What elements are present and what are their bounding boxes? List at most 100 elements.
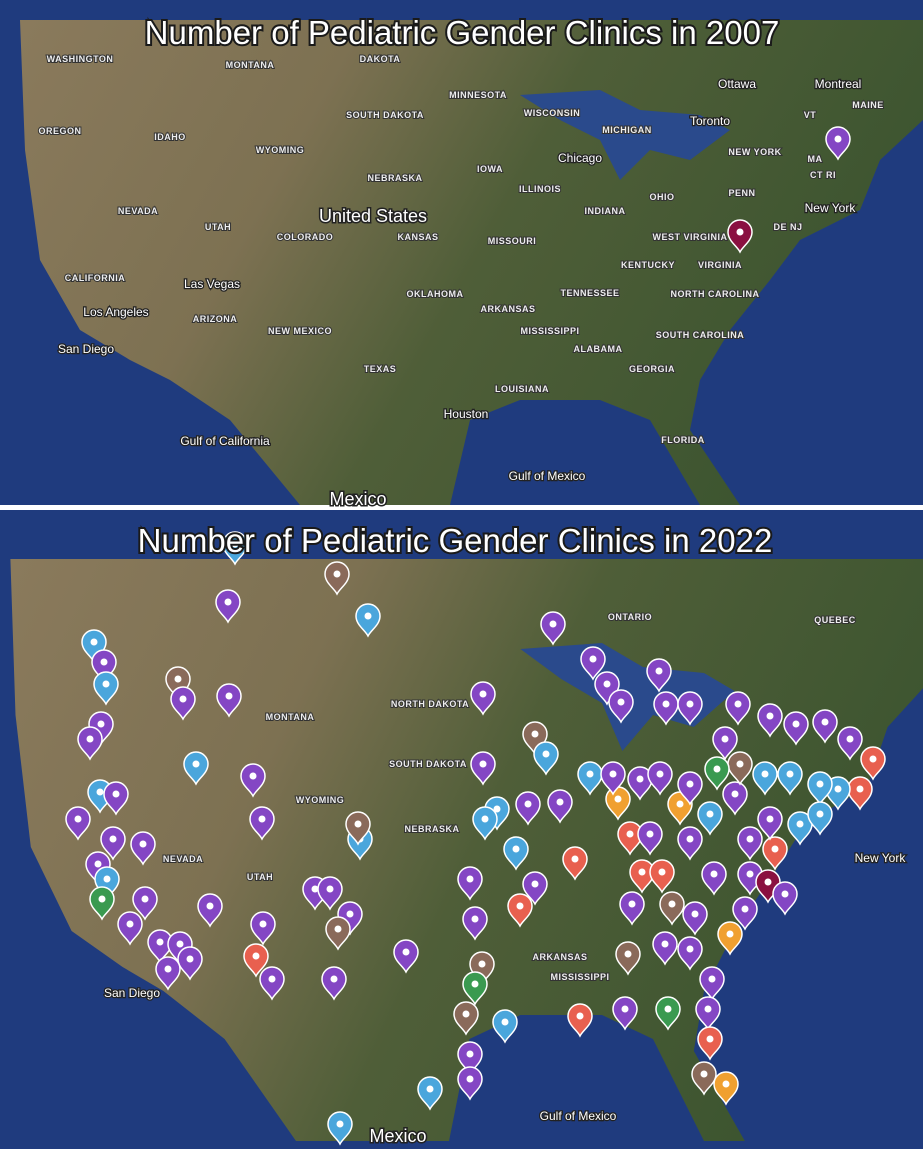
pin-body — [93, 671, 119, 706]
pin — [732, 896, 758, 931]
pin-body — [472, 806, 498, 841]
pin — [807, 801, 833, 836]
pin-dot — [706, 1035, 714, 1043]
pin — [647, 761, 673, 796]
pin-dot — [746, 835, 754, 843]
pin-dot — [786, 770, 794, 778]
pin-dot — [225, 692, 233, 700]
pin — [417, 1076, 443, 1111]
pin-dot — [74, 815, 82, 823]
pin-dot — [658, 868, 666, 876]
pin-dot — [109, 835, 117, 843]
pin — [812, 709, 838, 744]
pin — [652, 931, 678, 966]
pin-body — [701, 861, 727, 896]
pin — [677, 691, 703, 726]
pin-body — [462, 971, 488, 1006]
pin-dot — [86, 735, 94, 743]
place-label: VIRGINIA — [698, 260, 742, 270]
pin — [240, 763, 266, 798]
pin-dot — [586, 770, 594, 778]
pin — [170, 686, 196, 721]
place-label: ARKANSAS — [532, 952, 587, 962]
place-label: NEVADA — [163, 854, 203, 864]
pin-dot — [402, 948, 410, 956]
pin-dot — [364, 612, 372, 620]
pin — [355, 603, 381, 638]
pin-dot — [311, 885, 319, 893]
pin-dot — [354, 820, 362, 828]
pin-body — [249, 806, 275, 841]
place-label: United States — [319, 206, 427, 226]
pin-dot — [706, 810, 714, 818]
pin — [737, 826, 763, 861]
pin — [580, 646, 606, 681]
pin — [659, 891, 685, 926]
labels: WASHINGTON MONTANA DAKOTA MINNESOTA Ottawa Mo… — [37, 53, 907, 1148]
pin-dot — [856, 785, 864, 793]
pin — [547, 789, 573, 824]
pin-dot — [98, 895, 106, 903]
pin-body — [89, 886, 115, 921]
pin-dot — [691, 910, 699, 918]
pin-body — [321, 966, 347, 1001]
pin — [627, 766, 653, 801]
pin — [462, 906, 488, 941]
pin-body — [250, 911, 276, 946]
pin-dot — [816, 810, 824, 818]
place-label: WYOMING — [296, 795, 345, 805]
pin-body — [725, 691, 751, 726]
pin — [222, 531, 248, 566]
pin — [345, 811, 371, 846]
pin-body — [713, 1071, 739, 1106]
pins — [65, 126, 886, 1146]
pin-dot — [186, 955, 194, 963]
pin — [727, 751, 753, 786]
pin-body — [727, 751, 753, 786]
pin — [327, 1111, 353, 1146]
pin — [722, 781, 748, 816]
pin-dot — [636, 775, 644, 783]
place-label: NEW YORK — [728, 147, 781, 157]
pin-body — [712, 726, 738, 761]
pin-dot — [731, 790, 739, 798]
pin-dot — [796, 820, 804, 828]
place-label: UTAH — [247, 872, 273, 882]
pin-body — [647, 761, 673, 796]
pin-dot — [655, 667, 663, 675]
pin-dot — [103, 875, 111, 883]
pin-dot — [524, 800, 532, 808]
pin-body — [653, 691, 679, 726]
pin-body — [580, 646, 606, 681]
pin-body — [722, 781, 748, 816]
pin-dot — [176, 940, 184, 948]
place-label: Houston — [444, 407, 489, 421]
pin — [317, 876, 343, 911]
pin-dot — [231, 540, 239, 548]
pin-body — [503, 836, 529, 871]
pin — [243, 943, 269, 978]
pin-dot — [816, 780, 824, 788]
pin — [522, 871, 548, 906]
place-label: LOUISIANA — [495, 384, 549, 394]
place-label: NEBRASKA — [404, 824, 459, 834]
place-label: New York — [855, 851, 907, 865]
pin-dot — [192, 760, 200, 768]
pin — [100, 826, 126, 861]
pin — [725, 691, 751, 726]
pin — [470, 751, 496, 786]
pin-body — [612, 996, 638, 1031]
place-label: Los Angeles — [83, 305, 148, 319]
place-label: VT — [804, 110, 817, 120]
pin — [646, 658, 672, 693]
pin-dot — [771, 845, 779, 853]
pin-dot — [100, 658, 108, 666]
pin-dot — [268, 975, 276, 983]
place-label: San Diego — [104, 986, 160, 1000]
pin — [393, 939, 419, 974]
place-label: OHIO — [649, 192, 674, 202]
pin — [727, 219, 753, 254]
pin-body — [567, 1003, 593, 1038]
place-label: KENTUCKY — [621, 260, 675, 270]
pin-dot — [741, 905, 749, 913]
